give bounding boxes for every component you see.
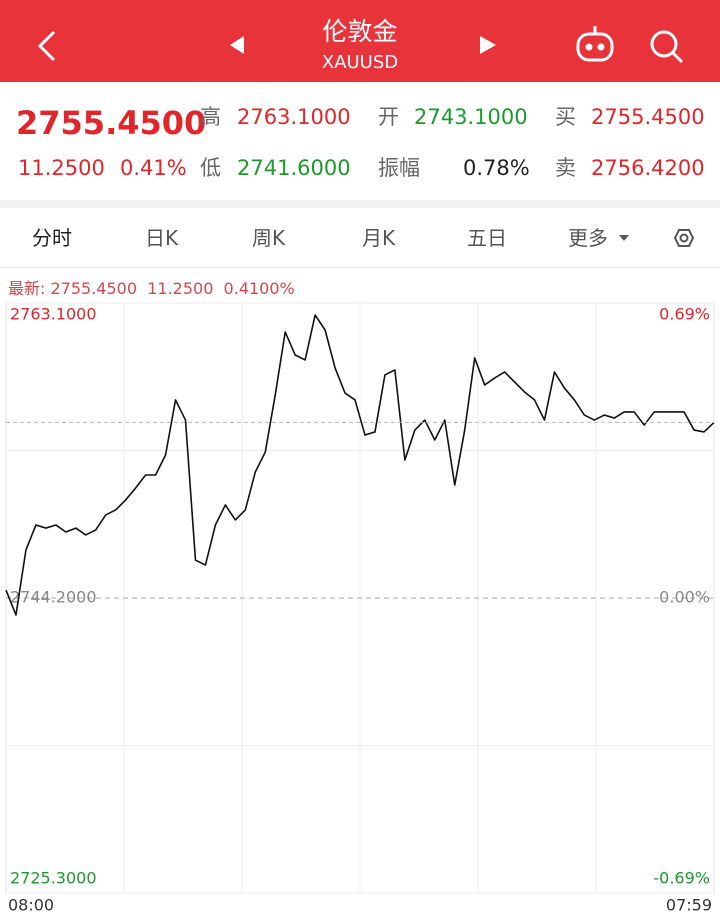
y2-tick-label: -0.69% xyxy=(653,869,710,888)
tab[interactable]: 周K xyxy=(252,226,286,250)
y2-tick-label: 0.00% xyxy=(659,588,710,607)
tab[interactable]: 更多 xyxy=(568,226,608,250)
tab[interactable]: 分时 xyxy=(32,226,72,250)
y2-tick-label: 0.69% xyxy=(659,305,710,324)
x-tick-label: 08:00 xyxy=(8,896,54,915)
field-value: 0.78% xyxy=(463,156,530,180)
latest-change: 11.2500 xyxy=(147,279,214,298)
more-arrow xyxy=(619,235,629,241)
field-value: 2741.6000 xyxy=(237,156,351,180)
price: 2755.4500 xyxy=(16,104,207,142)
header-icons xyxy=(37,26,684,64)
title: 伦敦金 xyxy=(322,17,398,46)
prev-button[interactable] xyxy=(230,36,244,54)
field-value: 2763.1000 xyxy=(237,105,351,129)
x-tick-label: 07:59 xyxy=(666,896,712,915)
field-label: 开 xyxy=(378,105,399,129)
change-pct: 0.41% xyxy=(120,156,187,180)
latest-price: 2755.4500 xyxy=(50,279,138,298)
tab[interactable]: 月K xyxy=(362,226,396,250)
y-tick-label: 2725.3000 xyxy=(10,869,97,888)
separator xyxy=(0,200,720,208)
field-value: 2755.4500 xyxy=(591,105,705,129)
field-value: 2756.4200 xyxy=(591,156,705,180)
subtitle: XAUUSD xyxy=(321,52,399,73)
field-label: 卖 xyxy=(555,156,576,180)
price-line xyxy=(5,314,715,616)
field-label: 低 xyxy=(200,156,221,180)
tab[interactable]: 日K xyxy=(145,226,179,250)
tab-icons xyxy=(619,229,695,247)
latest-label: 最新: xyxy=(8,279,46,298)
chart: 2763.1000 2744.2000 2725.3000 0.69% 0.00% -0.… xyxy=(5,302,715,915)
field-label: 振幅 xyxy=(378,156,420,180)
latest-line: 最新: 2755.4500 11.2500 0.4100% xyxy=(8,275,295,299)
settings-icon[interactable] xyxy=(673,229,695,247)
field-value: 2743.1000 xyxy=(414,105,528,129)
tab[interactable]: 五日 xyxy=(467,226,507,250)
y-tick-label: 2744.2000 xyxy=(10,588,97,607)
next-button[interactable] xyxy=(480,36,496,54)
search-icon[interactable] xyxy=(650,30,684,64)
back-button[interactable] xyxy=(37,30,56,62)
field-label: 买 xyxy=(555,105,576,129)
tab-border xyxy=(0,267,720,268)
field-label: 高 xyxy=(200,105,221,129)
change: 11.2500 xyxy=(18,156,105,180)
robot-icon[interactable] xyxy=(576,26,614,62)
y-tick-label: 2763.1000 xyxy=(10,305,97,324)
latest-pct: 0.4100% xyxy=(223,279,295,298)
header: 伦敦金 XAUUSD xyxy=(0,0,720,82)
